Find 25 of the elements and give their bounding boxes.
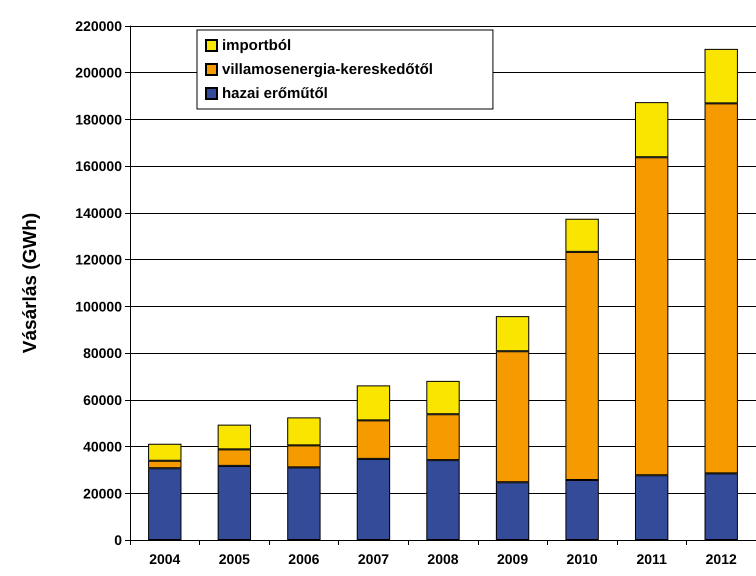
y-tick-label: 140000 — [75, 204, 122, 221]
y-tick-label: 160000 — [75, 158, 122, 174]
x-tick-label: 2005 — [218, 551, 250, 567]
y-tick-label: 220000 — [75, 18, 122, 34]
y-tick-label: 20000 — [83, 485, 122, 502]
y-tick-label: 200000 — [75, 64, 122, 81]
y-tick-label: 0 — [114, 532, 122, 548]
x-tick-label: 2011 — [636, 551, 668, 567]
x-tick-label: 2008 — [427, 551, 459, 567]
y-tick-label: 60000 — [83, 392, 122, 408]
legend-label: hazai erőműtől — [222, 85, 328, 102]
y-tick-label: 80000 — [83, 345, 122, 362]
y-axis-title: Vásárlás (GWh) — [20, 212, 41, 354]
x-tick-label: 2012 — [706, 551, 738, 567]
x-tick-label: 2009 — [496, 551, 528, 567]
y-tick-label: 100000 — [75, 298, 122, 314]
y-tick-label: 40000 — [83, 438, 122, 455]
x-tick-label: 2010 — [566, 551, 598, 567]
x-tick-label: 2004 — [149, 551, 181, 567]
y-tick-label: 120000 — [75, 252, 122, 268]
legend-label: villamosenergia-kereskedőtől — [222, 61, 433, 78]
x-tick-label: 2007 — [358, 551, 390, 567]
y-tick-label: 180000 — [75, 111, 122, 128]
x-tick-label: 2006 — [288, 551, 320, 567]
legend-label: importból — [222, 37, 292, 54]
